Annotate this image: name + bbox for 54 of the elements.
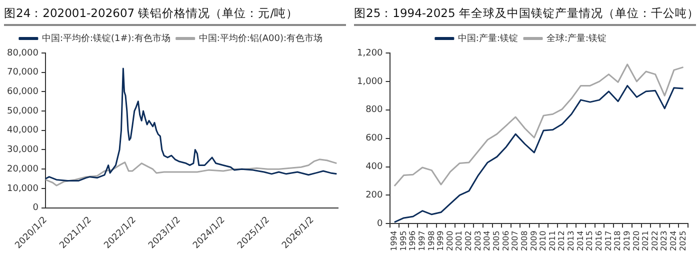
x-tick-label: 2023 [660, 230, 669, 251]
y-tick-label: 0 [377, 218, 384, 229]
x-tick-label: 2014 [576, 230, 585, 251]
x-tick-label: 2006 [501, 230, 510, 251]
x-tick-label: 2013 [566, 230, 576, 251]
x-tick-label: 2009 [529, 230, 538, 251]
x-tick-label: 2021 [641, 230, 650, 251]
x-tick-label: 2000 [445, 230, 454, 251]
x-tick-label: 2024 [669, 230, 678, 251]
x-tick-label: 1999 [436, 230, 446, 251]
x-tick-label: 1996 [408, 230, 418, 251]
y-tick-label: 200 [366, 190, 384, 201]
x-tick-label: 2025 [678, 230, 688, 251]
x-tick-label: 2004 [482, 230, 492, 251]
y-tick-label: 0 [32, 203, 39, 214]
x-tick-label: 2001 [454, 230, 464, 251]
x-tick-label: 2018 [613, 230, 622, 251]
y-tick-label: 80,000 [6, 48, 39, 58]
x-tick-label: 2015 [585, 230, 594, 251]
x-tick-label: 2008 [520, 230, 529, 251]
legend-label: 中国:平均价:铝(A00):有色市场 [198, 32, 323, 44]
x-tick-label: 2005 [492, 230, 501, 251]
legend-label: 中国:产量:镁锭 [458, 32, 518, 44]
y-tick-label: 30,000 [6, 145, 39, 156]
legend-label: 中国:平均价:镁锭(1#):有色市场 [42, 32, 170, 44]
x-tick-label: 1994 [390, 230, 398, 251]
y-tick-label: 50,000 [6, 106, 39, 116]
x-tick-label: 1998 [426, 230, 436, 251]
y-tick-label: 1,200 [357, 48, 384, 58]
y-tick-label: 10,000 [6, 184, 39, 194]
y-tick-label: 70,000 [6, 68, 39, 78]
y-tick-label: 40,000 [6, 126, 39, 136]
y-tick-label: 400 [366, 162, 384, 172]
x-tick-label: 2002 [464, 230, 474, 251]
x-tick-label: 2011 [548, 230, 557, 251]
x-tick-label: 2010 [538, 230, 548, 251]
y-tick-label: 800 [366, 105, 384, 116]
x-tick-label: 2022 [650, 230, 660, 251]
x-tick-label: 2017 [604, 230, 613, 251]
chart-title: 图24：202001-202607 镁铝价格情况（单位：元/吨） [4, 0, 346, 26]
x-tick-label: 2012 [557, 230, 566, 251]
y-tick-label: 600 [366, 134, 384, 144]
x-tick-label: 2020 [632, 230, 641, 251]
chart-title: 图25：1994-2025 年全球及中国镁锭产量情况（单位：千公吨） [354, 0, 699, 26]
y-tick-label: 1,000 [357, 76, 384, 87]
legend-label: 全球:产量:镁锭 [546, 32, 607, 44]
x-tick-label: 1995 [398, 230, 408, 251]
x-tick-label: 2007 [510, 230, 520, 251]
x-tick-label: 1997 [417, 230, 426, 251]
x-tick-label: 2003 [473, 230, 482, 251]
x-tick-label: 2016 [594, 230, 604, 251]
y-tick-label: 60,000 [6, 87, 39, 98]
y-tick-label: 20,000 [6, 164, 39, 174]
x-tick-label: 2019 [622, 230, 632, 251]
